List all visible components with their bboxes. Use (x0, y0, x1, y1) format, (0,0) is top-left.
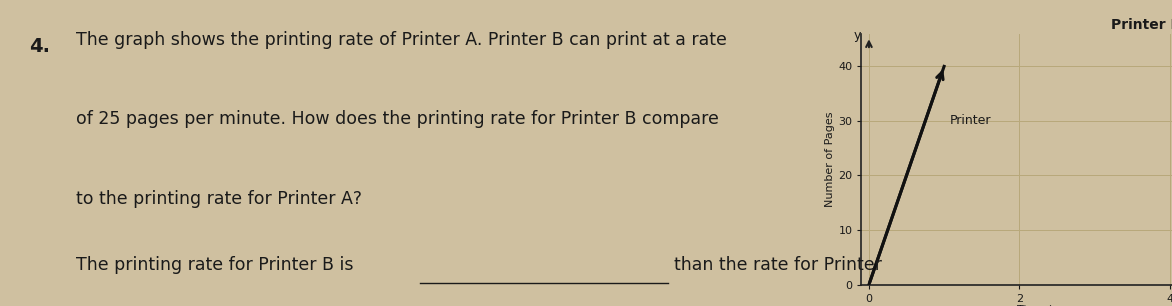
Text: to the printing rate for Printer A?: to the printing rate for Printer A? (76, 190, 362, 208)
Text: y: y (854, 29, 861, 42)
Text: The printing rate for Printer B is: The printing rate for Printer B is (76, 256, 354, 274)
Text: of 25 pages per minute. How does the printing rate for Printer B compare: of 25 pages per minute. How does the pri… (76, 110, 720, 128)
X-axis label: Time (: Time ( (1017, 305, 1051, 306)
Text: 4.: 4. (29, 37, 50, 56)
Y-axis label: Number of Pages: Number of Pages (825, 111, 836, 207)
Text: than the rate for Printer: than the rate for Printer (674, 256, 881, 274)
Text: Printer Rate: Printer Rate (1111, 18, 1172, 32)
Text: The graph shows the printing rate of Printer A. Printer B can print at a rate: The graph shows the printing rate of Pri… (76, 31, 727, 49)
Text: Printer: Printer (950, 114, 992, 127)
